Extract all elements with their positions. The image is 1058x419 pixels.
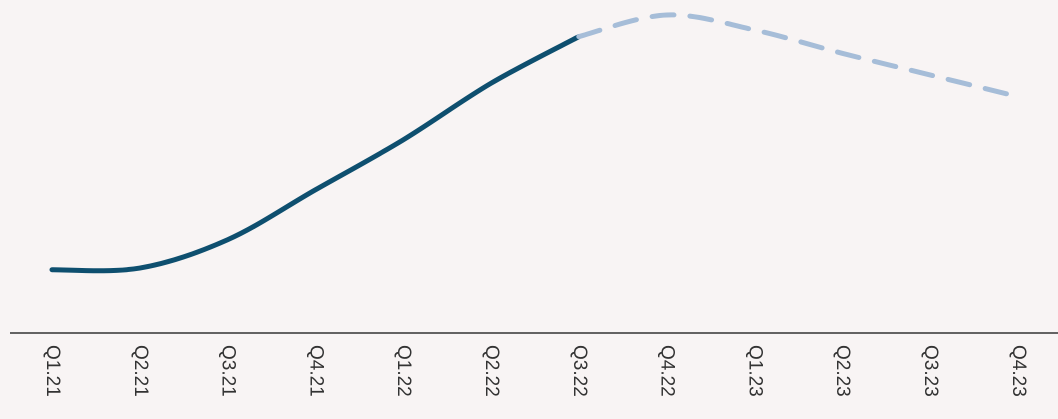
x-tick-label: Q3.23 xyxy=(920,345,941,397)
x-tick-label: Q1.21 xyxy=(42,345,63,397)
x-tick-label: Q3.21 xyxy=(218,345,239,397)
series-line xyxy=(49,34,582,274)
x-tick-label: Q4.23 xyxy=(1008,345,1029,397)
x-tick-label: Q1.23 xyxy=(744,345,765,397)
series-line xyxy=(576,12,1021,100)
x-tick-label: Q2.21 xyxy=(130,345,151,397)
x-tick-label: Q2.23 xyxy=(832,345,853,397)
x-tick-label: Q3.22 xyxy=(569,345,590,397)
x-tick-label: Q2.22 xyxy=(481,345,502,397)
x-tick-label: Q4.22 xyxy=(657,345,678,397)
x-tick-label: Q4.21 xyxy=(305,345,326,397)
x-tick-label: Q1.22 xyxy=(393,345,414,397)
